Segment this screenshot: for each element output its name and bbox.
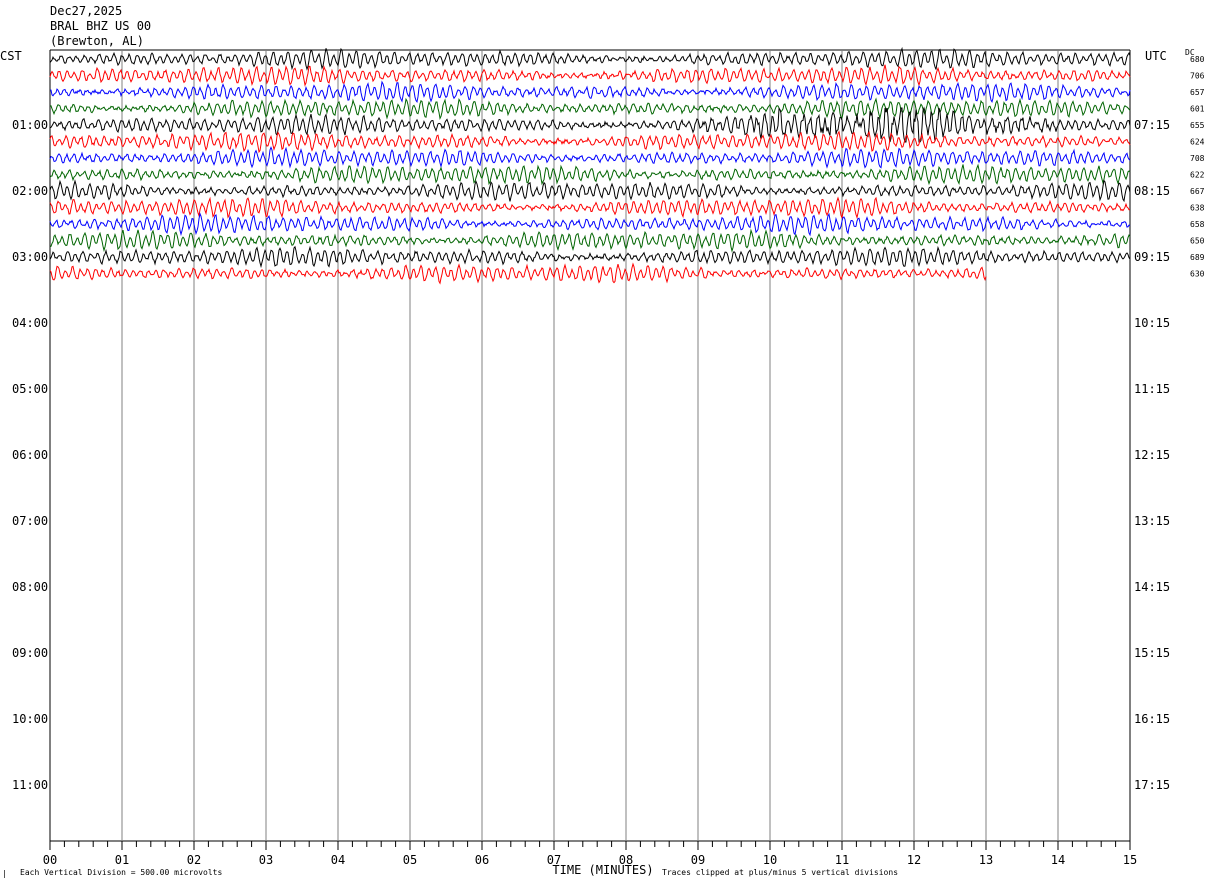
seismic-trace — [49, 64, 1131, 87]
left-timezone-label: CST — [0, 49, 22, 63]
right-hour-label: 14:15 — [1134, 580, 1170, 594]
scale-note: Each Vertical Division = 500.00 microvol… — [20, 868, 223, 877]
seismic-trace — [49, 97, 1131, 121]
seismic-trace — [49, 146, 1131, 169]
x-tick-label: 15 — [1123, 853, 1137, 867]
dc-offset-label: 706 — [1190, 72, 1205, 81]
x-tick-label: 07 — [547, 853, 561, 867]
right-hour-label: 17:15 — [1134, 778, 1170, 792]
dc-offset-label: 667 — [1190, 187, 1205, 196]
right-hour-label: 15:15 — [1134, 646, 1170, 660]
dc-offset-label: 601 — [1190, 105, 1205, 114]
seismic-trace — [49, 245, 1131, 269]
x-tick-label: 06 — [475, 853, 489, 867]
left-hour-label: 02:00 — [12, 184, 48, 198]
seismic-trace — [49, 106, 1131, 143]
left-hour-label: 11:00 — [12, 778, 48, 792]
x-tick-label: 00 — [43, 853, 57, 867]
seismic-trace — [49, 80, 1131, 104]
x-axis-label: TIME (MINUTES) — [552, 863, 653, 877]
date-label: Dec27,2025 — [50, 4, 123, 18]
dc-offset-label: 655 — [1190, 121, 1205, 130]
right-hour-label: 12:15 — [1134, 448, 1170, 462]
clip-note: Traces clipped at plus/minus 5 vertical … — [662, 868, 899, 877]
x-tick-label: 01 — [115, 853, 129, 867]
x-tick-label: 12 — [907, 853, 921, 867]
x-tick-label: 13 — [979, 853, 993, 867]
seismic-trace — [49, 179, 1131, 203]
right-hour-label: 10:15 — [1134, 316, 1170, 330]
x-tick-label: 10 — [763, 853, 777, 867]
seismic-trace — [49, 163, 1131, 186]
x-tick-label: 14 — [1051, 853, 1065, 867]
x-tick-label: 09 — [691, 853, 705, 867]
station-label: BRAL BHZ US 00 — [50, 19, 152, 33]
left-hour-label: 03:00 — [12, 250, 48, 264]
seismic-trace — [49, 46, 1131, 71]
x-tick-label: 04 — [331, 853, 345, 867]
right-hour-label: 13:15 — [1134, 514, 1170, 528]
left-hour-label: 04:00 — [12, 316, 48, 330]
seismic-trace — [49, 130, 1131, 154]
right-hour-label: 07:15 — [1134, 118, 1170, 132]
dc-offset-label: 630 — [1190, 270, 1205, 279]
x-tick-label: 02 — [187, 853, 201, 867]
seismic-trace — [49, 228, 1131, 253]
seismic-trace — [49, 262, 987, 285]
dc-offset-label: 638 — [1190, 204, 1205, 213]
dc-offset-label: 622 — [1190, 171, 1205, 180]
x-tick-label: 11 — [835, 853, 849, 867]
dc-offset-label: 689 — [1190, 253, 1205, 262]
x-tick-label: 05 — [403, 853, 417, 867]
right-hour-label: 09:15 — [1134, 250, 1170, 264]
location-label: (Brewton, AL) — [50, 34, 144, 48]
left-hour-label: 07:00 — [12, 514, 48, 528]
dc-offset-label: 658 — [1190, 220, 1205, 229]
right-hour-label: 08:15 — [1134, 184, 1170, 198]
dc-header-label: DC — [1185, 48, 1195, 57]
x-tick-label: 08 — [619, 853, 633, 867]
dc-offset-label: 657 — [1190, 88, 1205, 97]
left-hour-label: 05:00 — [12, 382, 48, 396]
x-tick-label: 03 — [259, 853, 273, 867]
seismic-trace — [49, 212, 1131, 237]
dc-offset-label: 708 — [1190, 154, 1205, 163]
seismic-trace — [49, 196, 1130, 220]
left-hour-label: 06:00 — [12, 448, 48, 462]
corner-mark: ∣ — [2, 869, 7, 878]
left-hour-label: 09:00 — [12, 646, 48, 660]
right-hour-label: 16:15 — [1134, 712, 1170, 726]
left-hour-label: 08:00 — [12, 580, 48, 594]
right-timezone-label: UTC — [1145, 49, 1167, 63]
dc-offset-label: 624 — [1190, 138, 1205, 147]
dc-offset-label: 650 — [1190, 237, 1205, 246]
dc-offset-label: 680 — [1190, 55, 1205, 64]
left-hour-label: 01:00 — [12, 118, 48, 132]
right-hour-label: 11:15 — [1134, 382, 1170, 396]
left-hour-label: 10:00 — [12, 712, 48, 726]
